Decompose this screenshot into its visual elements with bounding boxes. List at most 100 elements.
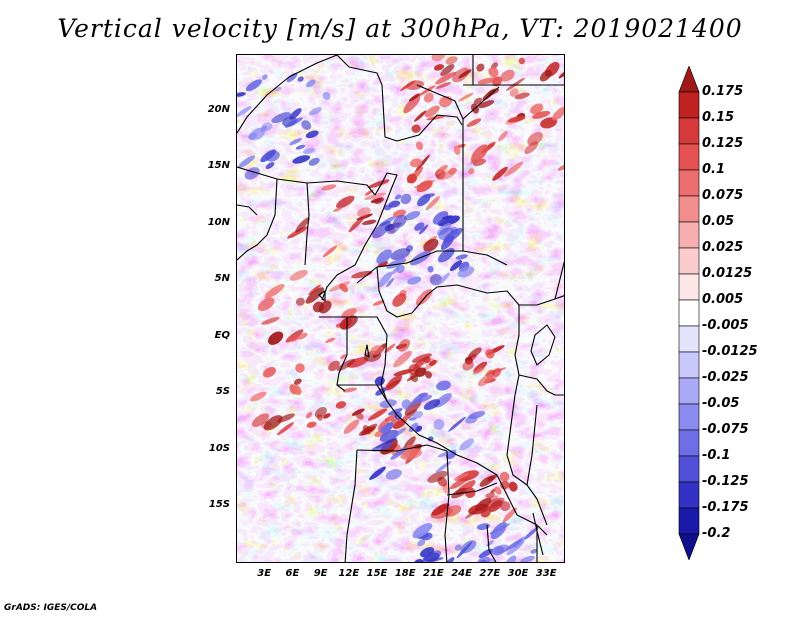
contour-patch — [292, 385, 302, 395]
contour-patch — [530, 103, 544, 115]
lat-tick-label: 10S — [208, 442, 230, 454]
contour-patch — [297, 332, 308, 340]
contour-patch — [364, 192, 387, 200]
lat-tick-label: 15N — [207, 160, 230, 172]
contour-patch — [322, 245, 338, 258]
colorbar-segment — [678, 429, 700, 457]
contour-patch — [339, 283, 349, 293]
contour-patch — [462, 360, 474, 371]
colorbar-segment — [678, 481, 700, 509]
colorbar-segment — [678, 377, 700, 405]
contour-patch — [287, 335, 300, 342]
contour-patch — [476, 523, 491, 530]
contour-patch — [507, 116, 526, 123]
contour-patch — [450, 476, 470, 490]
contour-patch — [453, 145, 461, 156]
contour-patch — [405, 245, 414, 252]
contour-patch — [504, 161, 524, 177]
colorbar-segment — [678, 507, 700, 535]
contour-patch — [441, 215, 453, 220]
contour-patch — [421, 550, 442, 562]
contour-patch — [261, 122, 273, 132]
contour-patch — [468, 168, 475, 175]
contour-patch — [509, 88, 519, 97]
contour-patch — [445, 56, 458, 65]
contour-patch — [390, 248, 411, 261]
contour-patch — [532, 110, 551, 119]
colorbar-segment — [678, 221, 700, 249]
contour-patch — [431, 503, 450, 516]
colorbar-label: -0.125 — [702, 474, 749, 489]
contour-patch — [523, 526, 539, 541]
lon-tick-label: 24E — [451, 568, 472, 579]
contour-patch — [249, 391, 267, 402]
contour-patch — [443, 227, 463, 244]
colorbar — [678, 66, 700, 560]
contour-patch — [477, 374, 494, 387]
contour-patch — [265, 162, 275, 170]
contour-patch — [340, 354, 347, 360]
contour-patch — [295, 144, 306, 150]
contour-patch — [257, 297, 275, 311]
colorbar-label: 0.005 — [702, 292, 744, 307]
lon-tick-label: 12E — [338, 568, 360, 579]
contour-patch — [437, 247, 455, 263]
contour-patch — [390, 417, 405, 429]
contour-patch — [414, 222, 425, 231]
colorbar-label: 0.1 — [702, 162, 726, 177]
contour-patch — [418, 85, 436, 97]
contour-patch — [482, 89, 496, 101]
colorbar-segment — [678, 325, 700, 353]
contour-patch — [413, 559, 425, 562]
contour-patch — [485, 497, 505, 509]
contour-patch — [251, 413, 270, 427]
colorbar-label: -0.005 — [702, 318, 749, 333]
contour-patch — [261, 74, 268, 80]
colorbar-segment — [678, 247, 700, 275]
contour-patch — [265, 150, 280, 162]
contour-patch — [305, 412, 313, 419]
contour-patch — [411, 394, 425, 406]
contour-patch — [432, 211, 449, 225]
contour-patch — [490, 521, 507, 540]
contour-patch — [351, 408, 365, 416]
contour-patch — [431, 55, 446, 62]
contour-patch — [400, 193, 412, 205]
contour-patch — [245, 79, 262, 92]
contour-patch — [414, 367, 427, 377]
contour-patch — [412, 411, 423, 419]
contour-patch — [308, 157, 320, 166]
contour-patch — [448, 416, 466, 432]
contour-patch — [355, 412, 364, 420]
contour-patch — [449, 260, 463, 272]
contour-patch — [405, 80, 424, 90]
contour-patch — [458, 69, 472, 79]
contour-patch — [470, 144, 489, 164]
contour-patch — [514, 92, 530, 100]
contour-patch — [530, 549, 538, 554]
contour-patch — [380, 422, 394, 434]
contour-patch — [499, 471, 510, 482]
contour-patch — [328, 360, 340, 372]
contour-patch — [520, 555, 535, 562]
contour-patch — [480, 508, 491, 518]
contour-patch — [396, 264, 405, 274]
colorbar-label: 0.05 — [702, 214, 735, 229]
lat-tick-label: 5S — [215, 386, 230, 398]
contour-patch — [368, 179, 390, 189]
contour-patch — [487, 474, 498, 482]
contour-patch — [540, 117, 558, 129]
contour-patch — [322, 91, 331, 100]
contour-patch — [305, 130, 319, 139]
contour-patch — [457, 266, 475, 278]
colorbar-label: 0.15 — [702, 110, 735, 125]
contour-patch — [321, 184, 337, 191]
contour-patch — [342, 387, 357, 393]
contour-patch — [284, 117, 303, 128]
contour-patch — [500, 501, 511, 512]
lat-tick-label: 10N — [207, 216, 230, 228]
contour-patch — [377, 271, 393, 288]
contour-patch — [426, 115, 445, 121]
contour-patch — [388, 200, 401, 208]
contour-patch — [425, 371, 432, 379]
